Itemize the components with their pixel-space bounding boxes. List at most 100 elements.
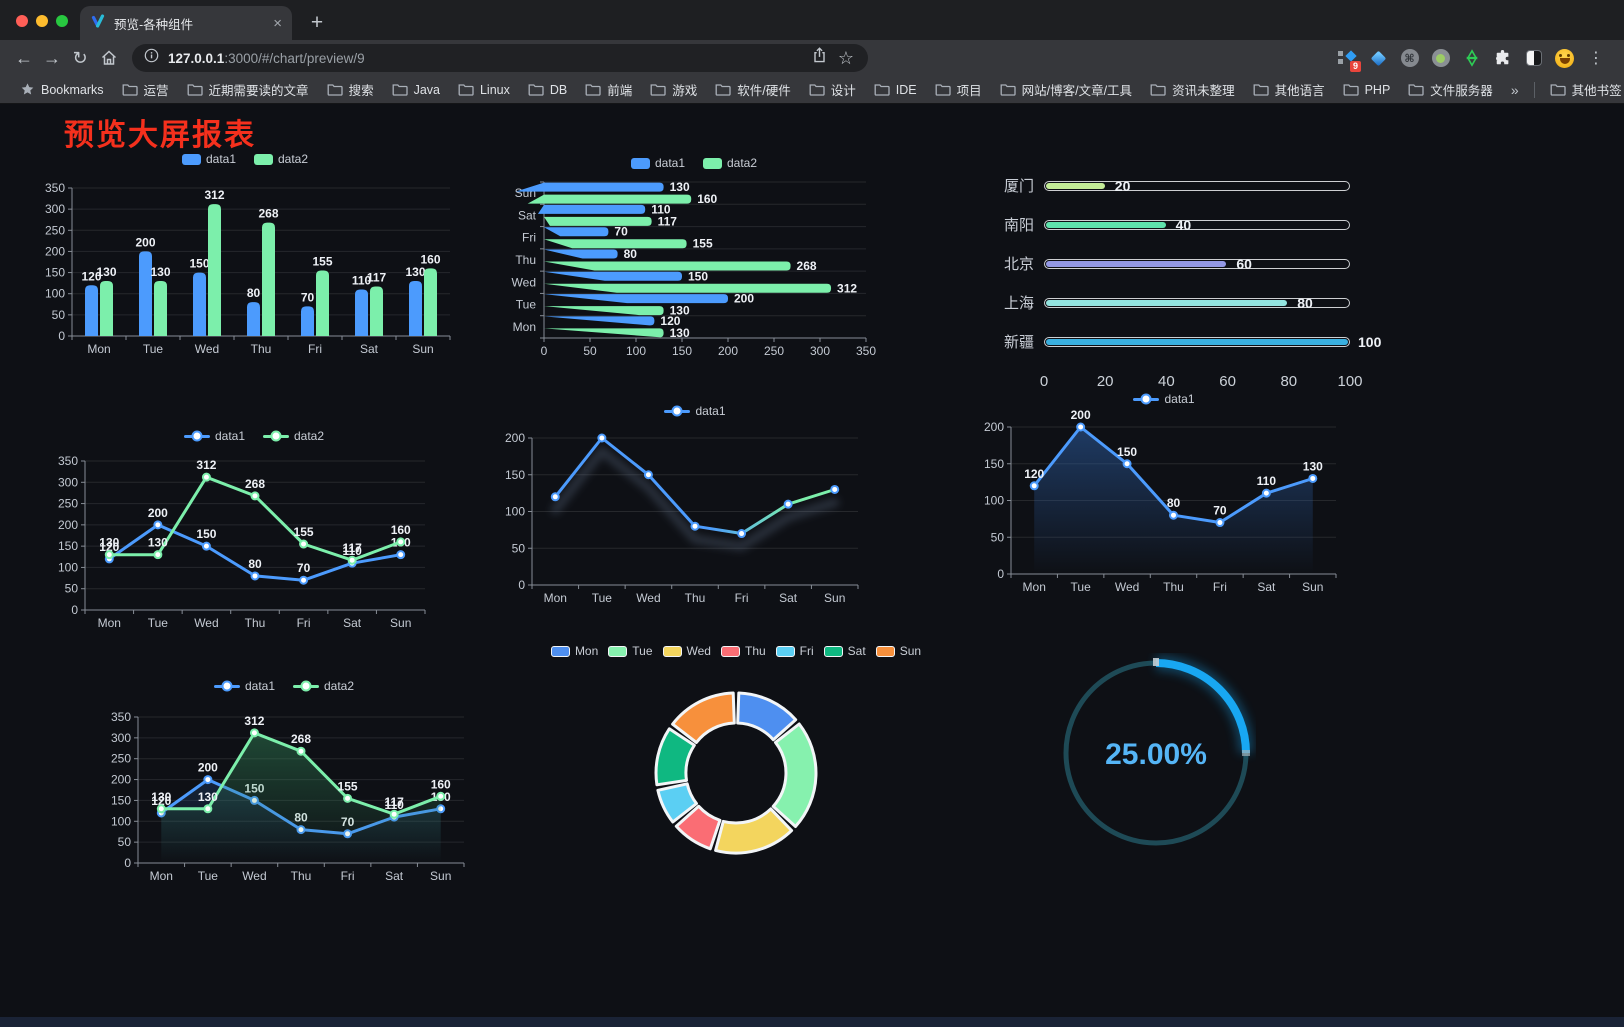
back-icon[interactable]: ← [15,47,33,68]
bookmark-label: 资讯未整理 [1172,84,1235,98]
bookmark-folder-item[interactable]: 运营 [114,77,177,102]
svg-text:130: 130 [670,326,690,340]
bookmark-folder-item[interactable]: Linux [450,80,518,100]
svg-text:155: 155 [294,525,314,539]
svg-text:117: 117 [384,795,404,809]
legend-item[interactable]: data1 [630,156,685,170]
legend-item[interactable]: Wed [662,644,711,658]
command-extension-icon[interactable]: ⌘ [1396,45,1423,71]
svg-text:250: 250 [764,344,784,358]
progress-value: 80 [1297,294,1313,311]
bookmark-label: PHP [1364,82,1391,97]
legend-item[interactable]: Mon [550,644,598,658]
svg-text:117: 117 [658,214,678,228]
legend-swatch [703,157,722,169]
dark-mode-extension-icon[interactable] [1520,45,1547,71]
puzzle-extensions-icon[interactable] [1489,45,1516,71]
bookmark-folder-item[interactable]: 软件/硬件 [707,77,798,102]
progress-label: 上海 [1003,295,1034,312]
legend-swatch [293,680,319,692]
bookmark-label: Linux [479,82,510,97]
bookmark-folder-item[interactable]: 搜索 [319,77,382,102]
legend-label: data2 [278,152,309,166]
bookmarks-manager-item[interactable]: Bookmarks [12,79,112,100]
chart-canvas: 0 50 100 150 200 Mon Tue Wed Thu Fri Sat Sun 120 200 1… [984,408,1337,594]
home-icon[interactable] [94,49,124,67]
chart-canvas: 0 50 100 150 200 Mon Tue Wed Thu Fri Sat Sun [505,431,859,605]
legend-item[interactable]: Thu [720,644,766,658]
legend-swatch [630,157,650,169]
bookmarks-overflow-icon[interactable]: » [1510,81,1519,98]
bookmark-star-icon[interactable]: ☆ [837,47,855,68]
progress-value: 20 [1114,177,1131,194]
svg-text:268: 268 [797,259,817,273]
recorder-extension-icon[interactable] [1427,45,1454,71]
legend-item[interactable]: data1 [183,429,245,443]
bookmark-folder-item[interactable]: 项目 [927,77,990,102]
svg-text:130: 130 [405,265,425,279]
bookmark-folder-item[interactable]: 其他语言 [1245,77,1333,102]
bookmark-folder-item[interactable]: 网站/博客/文章/工具 [992,77,1140,102]
bookmark-folder-item[interactable]: Java [384,80,448,100]
vue-devtools-icon[interactable] [1365,45,1392,71]
bookmark-folder-item[interactable]: 文件服务器 [1400,77,1501,102]
svg-text:100: 100 [58,560,78,574]
clipper-extension-icon[interactable] [1458,45,1485,71]
svg-text:160: 160 [420,252,440,266]
bookmark-folder-item[interactable]: 前端 [577,77,640,102]
forward-icon[interactable]: → [43,47,61,68]
emoji-extension-icon[interactable] [1551,45,1578,71]
bookmark-label: 运营 [143,84,169,98]
close-window-button[interactable] [16,15,28,27]
bookmark-folder-item[interactable]: DB [520,80,575,100]
axis-tick-label: 20 [1096,373,1114,390]
site-info-icon[interactable] [144,48,159,68]
legend-item[interactable]: Tue [608,644,653,658]
bookmark-folder-item[interactable]: 近期需要读的文章 [179,77,317,102]
legend-swatch [823,645,843,657]
legend-item[interactable]: data1 [664,404,726,418]
bookmark-folder-item[interactable]: 资讯未整理 [1142,77,1243,102]
legend-item[interactable]: data2 [293,679,354,693]
extension-badge: 9 [1349,61,1361,72]
legend-item[interactable]: data1 [213,679,275,693]
browser-tab[interactable]: 预览-各种组件 × [80,6,292,40]
reload-icon[interactable]: ↻ [72,47,88,68]
legend-item[interactable]: data2 [263,429,324,443]
bookmark-folder-item[interactable]: 游戏 [642,77,705,102]
svg-text:Thu: Thu [685,591,706,605]
url-host: 127.0.0.1 [168,50,225,66]
donut-chart: Mon Tue Wed Thu Fri Sat Sun [540,640,932,893]
url-text[interactable]: 127.0.0.1:3000/#/chart/preview/9 [168,51,803,66]
svg-text:Thu: Thu [291,869,312,883]
tab-close-icon[interactable]: × [273,14,282,32]
svg-text:80: 80 [624,247,638,261]
legend-item[interactable]: data2 [254,152,308,166]
legend-item[interactable]: Sat [823,644,866,658]
legend-item[interactable]: data1 [1133,392,1195,406]
svg-text:155: 155 [338,779,358,793]
progress-label: 新疆 [1003,334,1034,351]
legend-item[interactable]: data1 [181,152,236,166]
svg-text:100: 100 [45,287,65,301]
progress-fill [1046,338,1348,345]
extension-grid-icon[interactable]: 9 [1334,45,1361,72]
bookmark-folder-item[interactable]: IDE [866,80,925,100]
new-tab-button[interactable]: + [310,11,324,34]
share-icon[interactable] [812,47,827,69]
minimize-window-button[interactable] [36,15,48,27]
legend-item[interactable]: Sun [875,644,921,658]
zoom-window-button[interactable] [56,15,68,27]
legend-item[interactable]: Fri [775,644,814,658]
svg-text:110: 110 [1257,474,1277,488]
address-bar[interactable]: 127.0.0.1:3000/#/chart/preview/9 ☆ [132,44,868,72]
legend-item[interactable]: data2 [703,156,757,170]
svg-text:150: 150 [111,793,131,807]
other-bookmarks-item[interactable]: 其他书签 [1542,77,1624,102]
svg-text:117: 117 [367,271,387,285]
browser-menu-icon[interactable]: ⋮ [1588,50,1604,67]
bookmark-folder-item[interactable]: PHP [1335,80,1399,100]
bookmark-folder-item[interactable]: 设计 [801,77,864,102]
svg-text:50: 50 [583,344,597,358]
